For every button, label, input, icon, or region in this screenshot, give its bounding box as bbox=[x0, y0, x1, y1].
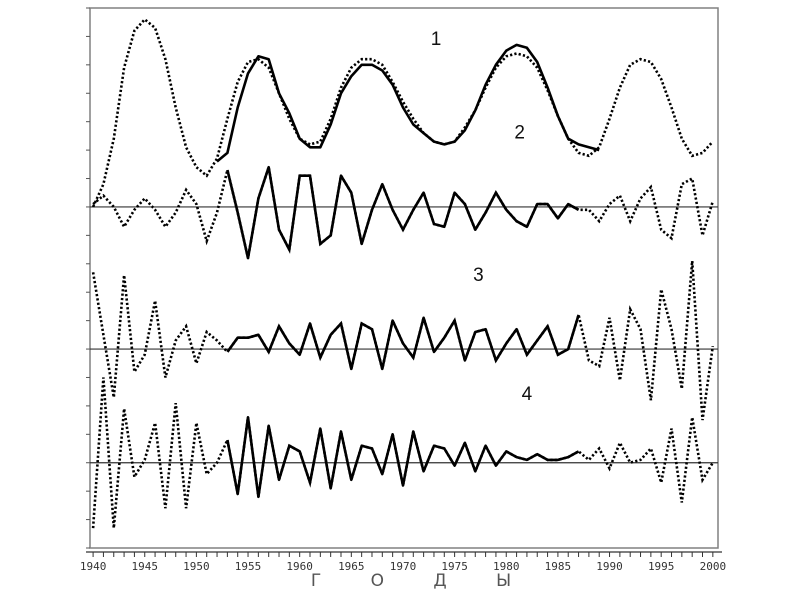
x-axis-label: Г О Д Ы bbox=[311, 571, 533, 591]
curve-2 bbox=[92, 165, 715, 260]
x-axis-ticks: 1940 1945 1950 1955 1960 1965 1970 1975 1980 1985… bbox=[80, 551, 727, 573]
dotted-series-line bbox=[91, 17, 714, 208]
x-tick-label: 1990 bbox=[596, 560, 623, 573]
x-tick-label: 1945 bbox=[131, 560, 158, 573]
solid-series-line bbox=[226, 165, 580, 260]
plot-frame bbox=[89, 7, 719, 549]
curve-4 bbox=[91, 377, 714, 529]
solid-series-line bbox=[226, 416, 580, 499]
curve-number-label: 2 bbox=[514, 123, 525, 144]
x-tick-label: 1995 bbox=[648, 560, 675, 573]
solid-series-line bbox=[216, 43, 600, 163]
x-tick-label: 1970 bbox=[390, 560, 417, 573]
y-axis-ticks bbox=[86, 7, 90, 549]
x-tick-label: 1960 bbox=[286, 560, 313, 573]
reference-lines bbox=[90, 206, 718, 464]
x-tick-label: 1950 bbox=[183, 560, 210, 573]
curve-1 bbox=[91, 17, 714, 208]
dotted-series-line bbox=[92, 166, 715, 259]
x-tick-label: 1965 bbox=[338, 560, 365, 573]
x-tick-label: 1985 bbox=[545, 560, 572, 573]
solid-series-line bbox=[226, 314, 580, 371]
annotations: 1 2 3 4 bbox=[431, 29, 533, 405]
x-tick-label: 1955 bbox=[235, 560, 262, 573]
curve-number-label: 3 bbox=[473, 265, 484, 286]
series-group bbox=[91, 17, 715, 529]
x-tick-label: 1975 bbox=[441, 560, 468, 573]
dotted-series-line bbox=[91, 377, 714, 529]
curve-3 bbox=[91, 260, 715, 421]
x-tick-label: 1940 bbox=[80, 560, 107, 573]
curve-number-label: 1 bbox=[431, 29, 442, 50]
x-tick-label: 1980 bbox=[493, 560, 520, 573]
curve-number-label: 4 bbox=[522, 384, 533, 405]
x-tick-label: 2000 bbox=[700, 560, 727, 573]
